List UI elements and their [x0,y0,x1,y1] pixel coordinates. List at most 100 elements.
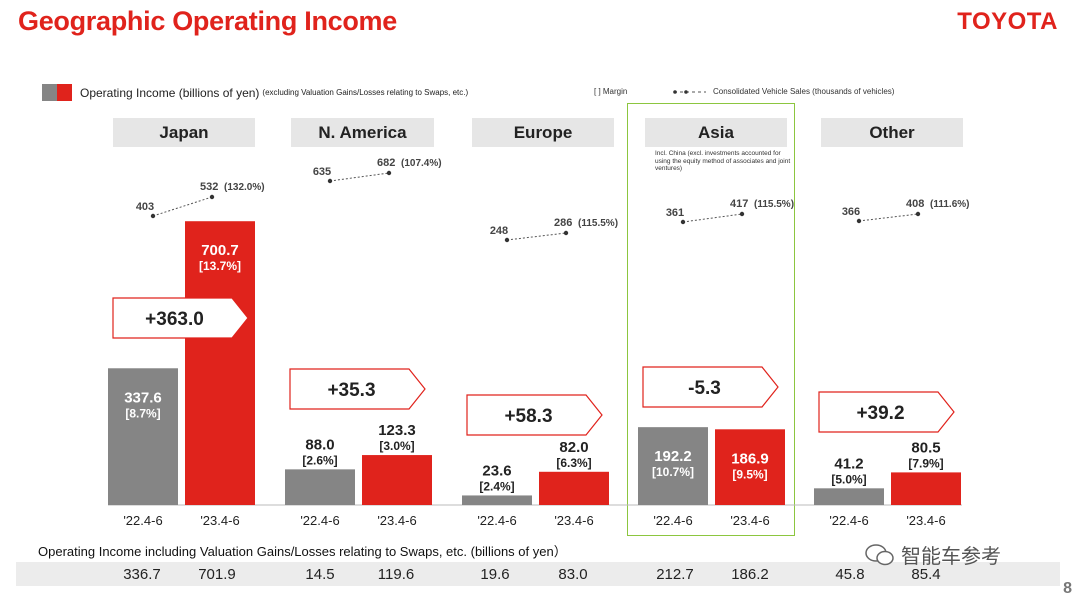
change-arrow [289,368,426,410]
bar-margin-label: [9.5%] [732,467,767,481]
sales-point [680,219,686,225]
change-label: -5.3 [688,378,721,399]
bar-value-label: 700.7 [201,242,239,259]
bar-value-label: 88.0 [305,436,334,453]
sales-value-current: 682 [377,157,395,169]
sales-legend-label: Consolidated Vehicle Sales (thousands of… [713,87,895,96]
page-title: Geographic Operating Income [18,6,397,36]
bar-margin-label: [3.0%] [379,439,414,453]
bar-margin-label: [10.7%] [652,465,694,479]
change-label: +35.3 [327,380,375,401]
swaps-value: 336.7 [123,566,161,583]
swaps-band [16,562,1060,586]
wechat-icon [865,543,894,565]
bar-margin-label: [6.3%] [556,456,591,470]
x-tick-label: '23.4-6 [554,513,593,528]
bar-value-label: 186.9 [731,450,769,467]
bar-margin-label: [7.9%] [908,456,943,470]
bar [539,471,609,505]
bar-margin-label: [13.7%] [199,259,241,273]
sales-point [209,194,215,200]
current-period-swatch [57,84,72,101]
sales-point [915,211,921,217]
watermark: 智能车参考 [865,540,1001,569]
swaps-value: 14.5 [305,566,335,583]
change-label: +363.0 [145,309,204,330]
sales-value-current: 532 [200,181,218,193]
sales-point [150,213,156,219]
income-legend: Operating Income (billions of yen) (excl… [42,84,468,101]
sales-value-current: 286 [554,217,572,229]
bar-margin-label: [2.4%] [479,479,514,493]
sales-line [506,232,567,241]
sales-value-prior: 403 [136,201,154,213]
swaps-value: 212.7 [656,566,694,583]
sales-value-prior: 366 [842,206,860,218]
income-legend-label: Operating Income (billions of yen) [80,85,260,100]
region-header-japan: Japan [113,118,255,147]
asia-note: Incl. China (excl. investments accounted… [655,150,791,172]
operating-income-chart: 337.6[8.7%] '22.4-6 700.7[13.7%] '23.4-6 +36… [108,157,969,528]
sales-point [327,178,333,184]
sales-value-current: 417 [730,198,748,210]
bar-value-label: 41.2 [834,455,863,472]
change-arrow [466,394,603,436]
change-arrow [642,366,779,408]
x-tick-label: '22.4-6 [653,513,692,528]
page-number: 8 [1063,580,1072,597]
swaps-value: 19.6 [480,566,510,583]
swaps-value: 85.4 [911,566,941,583]
sales-ratio: (115.5%) [754,199,794,210]
bar [638,427,708,505]
sales-value-prior: 361 [666,207,684,219]
region-header-other: Other [821,118,963,147]
sales-line [682,213,743,223]
swaps-value: 701.9 [198,566,236,583]
x-tick-label: '22.4-6 [477,513,516,528]
x-tick-label: '22.4-6 [300,513,339,528]
bar [185,221,255,506]
bar-value-label: 80.5 [911,439,940,456]
sales-line [329,172,390,182]
x-tick-label: '23.4-6 [906,513,945,528]
sales-point [856,218,862,224]
asia-highlight-box [627,103,795,536]
bar-value-label: 337.6 [124,389,162,406]
sales-value-prior: 248 [490,225,508,237]
change-arrow [818,391,955,433]
sales-ratio: (132.0%) [224,182,265,193]
bar [891,472,961,505]
change-label: +39.2 [856,403,904,424]
toyota-logo: TOYOTA [957,8,1058,35]
bar [462,495,532,505]
sales-point [504,237,510,243]
sales-value-current: 408 [906,198,924,210]
swaps-label: Operating Income including Valuation Gai… [38,544,567,559]
x-tick-label: '23.4-6 [730,513,769,528]
bar [108,368,178,505]
swaps-value: 83.0 [558,566,588,583]
bar [285,469,355,505]
x-tick-label: '23.4-6 [377,513,416,528]
swaps-value: 186.2 [731,566,769,583]
sales-line [152,196,213,217]
x-tick-label: '22.4-6 [829,513,868,528]
x-tick-label: '23.4-6 [200,513,239,528]
sales-point [563,230,569,236]
sales-line [858,213,919,222]
swaps-value: 119.6 [377,566,415,583]
sales-value-prior: 635 [313,166,331,178]
region-header-asia: Asia [645,118,787,147]
region-header-north-america: N. America [291,118,434,147]
bar-value-label: 82.0 [559,439,588,456]
sales-point [386,170,392,176]
watermark-text: 智能车参考 [901,546,1001,568]
sales-ratio: (107.4%) [401,158,442,169]
bar-margin-label: [5.0%] [831,472,866,486]
income-legend-note: (excluding Valuation Gains/Losses relati… [262,88,469,97]
sales-ratio: (111.6%) [930,199,969,210]
bar-margin-label: [2.6%] [302,453,337,467]
sales-point [739,211,745,217]
bar-value-label: 192.2 [654,448,692,465]
bar [814,488,884,505]
